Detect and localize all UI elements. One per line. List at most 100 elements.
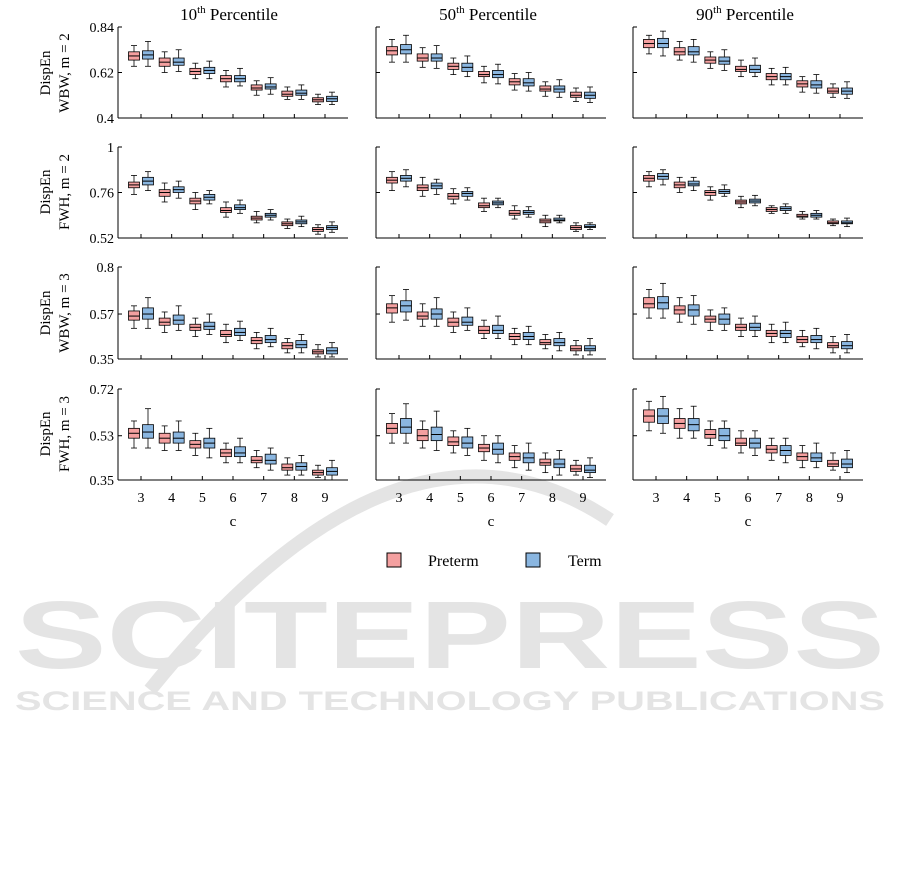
iqr-box xyxy=(522,332,535,340)
iqr-box xyxy=(673,47,686,56)
x-tick-label: 7 xyxy=(260,491,267,506)
iqr-box xyxy=(172,57,185,66)
iqr-box xyxy=(539,339,552,346)
box-term-c9 xyxy=(584,222,596,230)
box-preterm-c8 xyxy=(281,218,294,229)
iqr-box xyxy=(584,464,596,474)
box-preterm-c9 xyxy=(312,344,324,358)
y-tick-label: 0.35 xyxy=(90,353,115,368)
box-term-c6 xyxy=(749,315,761,337)
iqr-box xyxy=(553,458,566,469)
box-preterm-c8 xyxy=(539,81,552,97)
iqr-box xyxy=(827,342,839,349)
box-term-c9 xyxy=(841,217,853,228)
iqr-box xyxy=(539,458,552,466)
box-preterm-c4 xyxy=(158,51,171,73)
box-preterm-c7 xyxy=(508,205,521,220)
y-tick-label: 0.62 xyxy=(90,67,115,82)
box-term-c9 xyxy=(841,81,853,99)
iqr-box xyxy=(539,85,552,92)
box-preterm-c7 xyxy=(250,80,263,96)
panel-r3-c3 xyxy=(632,266,863,360)
box-preterm-c8 xyxy=(796,329,809,348)
iqr-box xyxy=(478,71,490,78)
box-term-c8 xyxy=(553,79,566,98)
watermark-swoosh xyxy=(144,469,614,695)
box-term-c8 xyxy=(295,215,308,228)
x-tick-label: 4 xyxy=(426,491,433,506)
panel-r2-c2 xyxy=(375,146,606,239)
y-tick-label: 0.57 xyxy=(90,308,115,323)
box-preterm-c3 xyxy=(128,45,140,67)
box-preterm-c6 xyxy=(478,197,490,212)
x-tick-label: 4 xyxy=(168,491,175,506)
box-term-c3 xyxy=(657,282,669,319)
box-term-c9 xyxy=(326,221,338,233)
box-term-c7 xyxy=(779,203,792,214)
box-term-c6 xyxy=(234,67,246,87)
box-preterm-c8 xyxy=(281,457,294,476)
iqr-box xyxy=(704,429,717,439)
iqr-box xyxy=(447,436,460,446)
box-term-c3 xyxy=(400,289,412,321)
box-preterm-c4 xyxy=(416,47,429,68)
box-preterm-c5 xyxy=(447,311,460,333)
x-tick-label: 3 xyxy=(653,491,660,506)
box-preterm-c7 xyxy=(250,450,263,469)
box-preterm-c4 xyxy=(673,41,686,61)
box-preterm-c7 xyxy=(765,323,778,344)
row-3-ylabel: DispEn WBW, m = 3 xyxy=(38,273,73,353)
box-preterm-c9 xyxy=(827,218,839,227)
box-term-c3 xyxy=(657,395,669,434)
box-preterm-c6 xyxy=(220,442,232,464)
box-preterm-c3 xyxy=(128,175,140,195)
iqr-box xyxy=(295,89,308,96)
iqr-box xyxy=(735,65,747,72)
y-tick-label: 0.84 xyxy=(90,21,115,36)
box-preterm-c3 xyxy=(386,295,398,323)
box-preterm-c7 xyxy=(508,445,521,469)
iqr-box xyxy=(461,316,474,326)
iqr-box xyxy=(841,341,853,350)
box-term-c3 xyxy=(657,30,669,57)
x-axis-label: c xyxy=(488,514,495,530)
x-axis-label: c xyxy=(745,514,752,530)
iqr-box xyxy=(281,90,294,97)
box-term-c9 xyxy=(841,334,853,354)
box-term-c7 xyxy=(522,325,535,346)
box-term-c8 xyxy=(553,214,566,224)
box-preterm-c4 xyxy=(158,311,171,333)
panel-r1-c3 xyxy=(632,26,863,119)
box-preterm-c5 xyxy=(704,309,717,331)
box-term-c8 xyxy=(553,332,566,352)
iqr-box xyxy=(264,453,277,465)
box-term-c5 xyxy=(718,307,731,331)
legend: Preterm Term xyxy=(386,552,602,570)
box-preterm-c6 xyxy=(478,435,490,461)
box-term-c6 xyxy=(492,435,504,464)
x-tick-label: 3 xyxy=(396,491,403,506)
box-preterm-c3 xyxy=(128,305,140,329)
box-preterm-c6 xyxy=(735,317,747,337)
box-preterm-c7 xyxy=(508,327,521,346)
box-preterm-c5 xyxy=(189,317,202,337)
box-preterm-c4 xyxy=(416,176,429,197)
row-1-ylabel: DispEn WBW, m = 2 xyxy=(38,33,73,113)
box-preterm-c8 xyxy=(796,76,809,93)
box-term-c5 xyxy=(461,427,474,456)
box-preterm-c4 xyxy=(158,425,171,451)
box-preterm-c9 xyxy=(570,459,582,476)
box-term-c7 xyxy=(779,66,792,86)
box-term-c9 xyxy=(584,338,596,356)
iqr-box xyxy=(643,297,655,309)
iqr-box xyxy=(810,452,823,462)
box-preterm-c5 xyxy=(189,432,202,456)
box-term-c6 xyxy=(492,63,504,85)
panel-r1-c1: 0.84 0.62 0.4 xyxy=(90,21,348,127)
panel-r2-c3 xyxy=(632,146,863,239)
box-preterm-c4 xyxy=(673,408,686,439)
box-preterm-c6 xyxy=(735,430,747,454)
box-term-c8 xyxy=(810,327,823,350)
box-term-c8 xyxy=(295,84,308,100)
box-preterm-c6 xyxy=(735,195,747,209)
